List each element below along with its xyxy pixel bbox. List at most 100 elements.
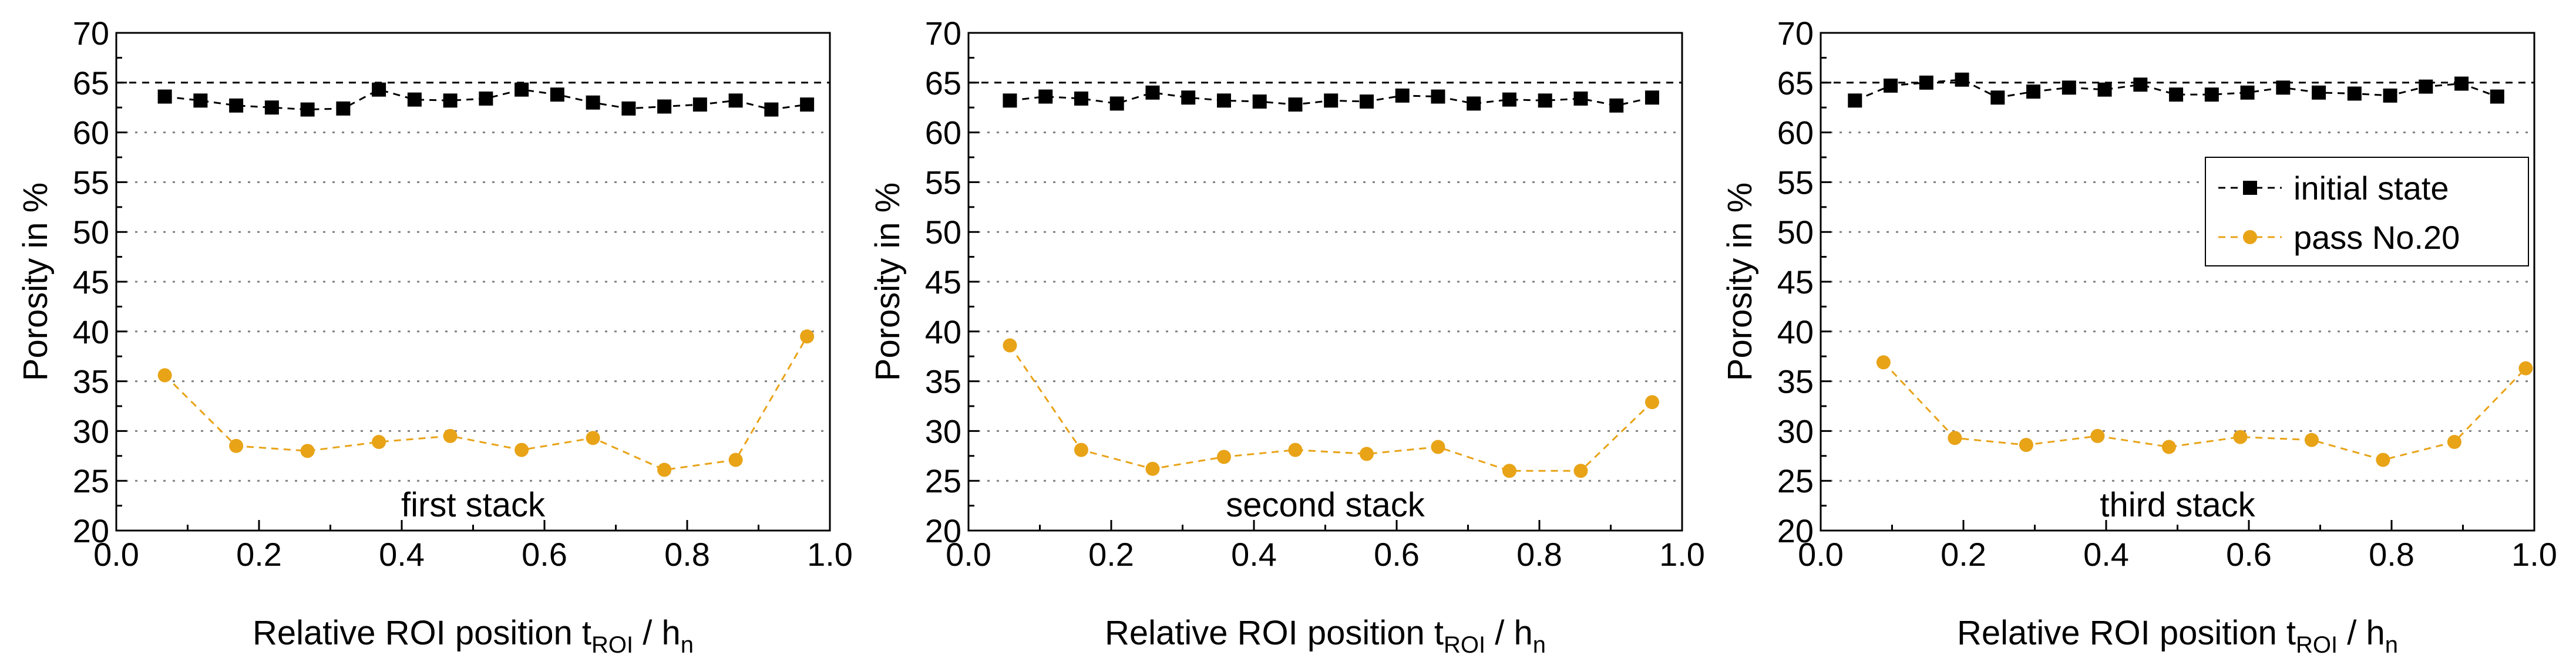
x-tick-label: 0.8: [664, 536, 710, 573]
data-point: [1359, 447, 1374, 461]
data-point: [1538, 93, 1552, 108]
x-axis-label-main: Relative ROI position t: [253, 614, 591, 652]
legend-label: initial state: [2293, 170, 2449, 207]
stack-annotation: third stack: [2100, 486, 2255, 524]
series-pass-20: [1003, 338, 1659, 478]
data-point: [372, 435, 386, 450]
data-point: [1990, 90, 2005, 105]
data-point: [2454, 76, 2469, 91]
x-axis-label-sub: ROI: [1444, 632, 1485, 658]
y-tick-label: 35: [1777, 363, 1814, 400]
x-tick-label: 0.0: [946, 536, 991, 573]
data-point: [1948, 431, 1962, 445]
y-tick-label: 20: [925, 512, 961, 549]
data-point: [264, 100, 279, 115]
y-tick-label: 55: [925, 164, 961, 201]
data-point: [336, 101, 351, 116]
y-tick-label: 20: [1777, 512, 1814, 549]
data-point: [2090, 428, 2105, 443]
data-point: [2161, 440, 2176, 454]
data-point: [514, 443, 529, 457]
series-initial-state: [157, 82, 815, 117]
series-initial-state: [1003, 85, 1659, 113]
data-point: [2062, 80, 2076, 95]
data-point: [1324, 93, 1339, 108]
data-point: [1573, 464, 1588, 478]
data-point: [550, 87, 564, 102]
data-point: [1359, 94, 1374, 109]
x-axis-label: Relative ROI position tROI / hn: [253, 614, 694, 658]
data-point: [2276, 80, 2291, 95]
x-axis-label-sub: ROI: [591, 632, 633, 658]
data-point: [2019, 438, 2033, 452]
data-point: [1876, 355, 1891, 370]
x-axis-label-main: Relative ROI position t: [1105, 614, 1444, 652]
x-axis-label-tail-sub: n: [2385, 632, 2398, 658]
y-tick-label: 30: [73, 413, 109, 450]
data-point: [1573, 91, 1588, 106]
data-point: [479, 91, 493, 106]
y-tick-label: 55: [1777, 164, 1814, 201]
data-point: [1145, 461, 1160, 476]
y-tick-label: 70: [925, 15, 961, 52]
y-tick-label: 25: [1777, 462, 1814, 499]
y-tick-label: 60: [925, 114, 961, 151]
y-tick-label: 70: [73, 15, 109, 52]
data-point: [300, 102, 315, 117]
data-point: [1003, 338, 1017, 353]
data-point: [1288, 443, 1303, 457]
x-tick-label: 1.0: [1659, 536, 1705, 573]
data-point: [1502, 92, 1516, 107]
x-tick-label: 0.6: [522, 536, 567, 573]
data-point: [2419, 79, 2433, 94]
y-tick-label: 35: [73, 363, 109, 400]
data-point: [2312, 85, 2326, 100]
panel-1: 20 25 30 35 40 45 50 55 60 65 70 0.0 0.2 0.4 0.6 0.8 1.0…: [16, 15, 853, 658]
y-tick-label: 35: [925, 363, 961, 400]
data-point: [1003, 93, 1017, 108]
data-point: [2204, 87, 2219, 102]
data-point: [2490, 89, 2504, 104]
x-tick-label: 1.0: [2511, 536, 2557, 573]
data-point: [300, 444, 315, 458]
series-pass-20: [157, 329, 815, 477]
series-line: [164, 336, 808, 471]
data-point: [800, 329, 815, 344]
y-tick-label: 50: [73, 214, 109, 251]
y-tick-label: 65: [1777, 65, 1814, 102]
data-point: [1848, 93, 1862, 108]
data-point: [193, 93, 208, 108]
legend-label: pass No.20: [2293, 219, 2460, 256]
y-tick-label: 25: [925, 462, 961, 499]
data-point: [1955, 72, 1969, 87]
data-point: [1074, 443, 1088, 457]
y-tick-label: 60: [73, 114, 109, 151]
y-axis-label: Porosity in %: [869, 183, 907, 381]
y-tick-label: 70: [1777, 15, 1814, 52]
legend: initial state pass No.20: [2205, 157, 2529, 266]
plot-frame: [115, 32, 831, 532]
data-point: [1109, 96, 1124, 111]
data-point: [1181, 90, 1196, 105]
y-tick-label: 45: [1777, 264, 1814, 300]
data-point: [1609, 98, 1624, 113]
data-point: [372, 82, 386, 97]
y-tick-label: 40: [73, 313, 109, 350]
data-point: [443, 93, 458, 108]
data-point: [1467, 96, 1481, 111]
y-tick-label: 25: [73, 462, 109, 499]
y-tick-label: 30: [925, 413, 961, 450]
data-point: [1431, 89, 1445, 104]
y-axis-label: Porosity in %: [16, 183, 55, 381]
series-line: [1009, 345, 1653, 472]
panel-3: 20 25 30 35 40 45 50 55 60 65 70 0.0 0.2 0.4 0.6 0.8 1.0…: [1721, 15, 2557, 658]
y-tick-label: 55: [73, 164, 109, 201]
data-point: [2376, 452, 2390, 467]
x-axis-label-tail: / h: [2338, 614, 2385, 652]
legend-box: [2205, 157, 2529, 266]
y-tick-label: 40: [925, 313, 961, 350]
x-tick-label: 0.6: [2226, 536, 2272, 573]
data-point: [2097, 82, 2112, 97]
y-axis-label: Porosity in %: [1721, 183, 1759, 381]
data-point: [2026, 85, 2041, 99]
